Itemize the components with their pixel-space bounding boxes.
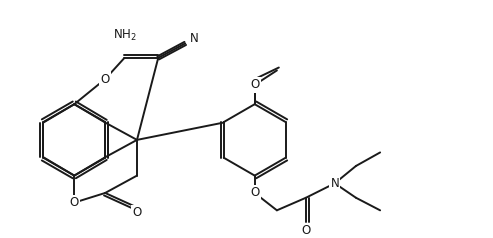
Text: NH$_2$: NH$_2$ bbox=[112, 28, 137, 43]
Text: N: N bbox=[190, 32, 199, 45]
Text: O: O bbox=[133, 206, 141, 219]
Text: O: O bbox=[70, 196, 79, 209]
Text: O: O bbox=[101, 73, 110, 86]
Text: O: O bbox=[250, 186, 259, 199]
Text: O: O bbox=[250, 78, 259, 91]
Text: O: O bbox=[301, 224, 311, 237]
Text: N: N bbox=[330, 177, 339, 190]
